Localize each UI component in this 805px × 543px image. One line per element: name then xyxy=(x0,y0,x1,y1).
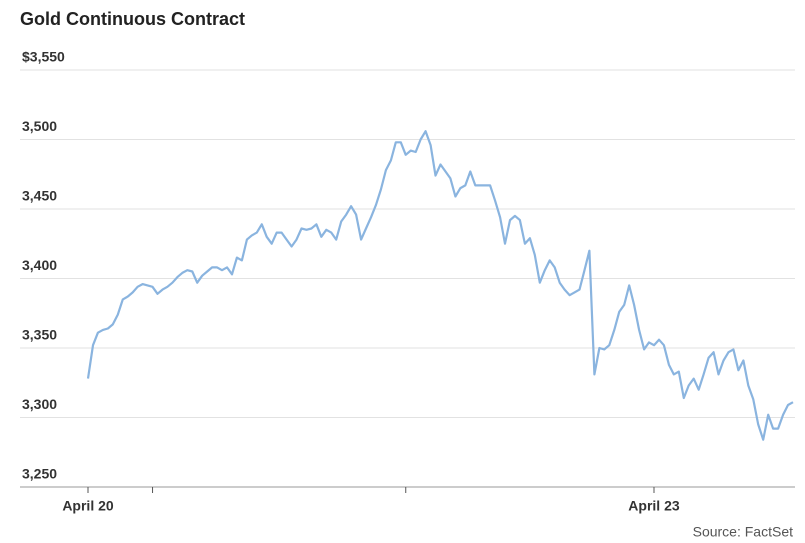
source: Source: FactSet xyxy=(693,524,793,540)
y-tick-label: 3,300 xyxy=(22,396,57,412)
price-line xyxy=(86,130,794,441)
y-tick-label: 3,450 xyxy=(22,188,57,204)
y-tick-label: 3,400 xyxy=(22,257,57,273)
y-tick-label: 3,500 xyxy=(22,118,57,134)
y-tick-label: 3,350 xyxy=(22,327,57,343)
x-tick-label: April 23 xyxy=(628,498,680,514)
y-tick-label: 3,250 xyxy=(22,466,57,482)
x-tick-label: April 20 xyxy=(62,498,114,514)
y-tick-label: $3,550 xyxy=(22,49,65,65)
chart-title: Gold Continuous Contract xyxy=(20,9,245,29)
